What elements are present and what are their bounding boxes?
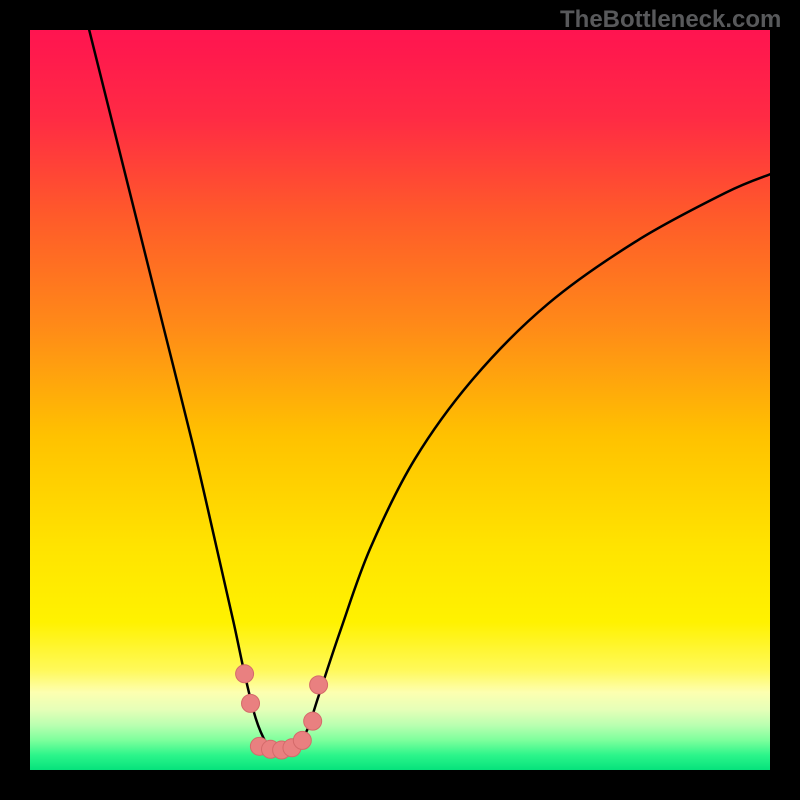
bottleneck-chart [0, 0, 800, 800]
valley-marker [304, 712, 322, 730]
valley-marker [310, 676, 328, 694]
valley-marker [236, 665, 254, 683]
valley-marker [242, 694, 260, 712]
gradient-background [30, 30, 770, 770]
chart-frame: TheBottleneck.com [0, 0, 800, 800]
valley-marker [293, 731, 311, 749]
